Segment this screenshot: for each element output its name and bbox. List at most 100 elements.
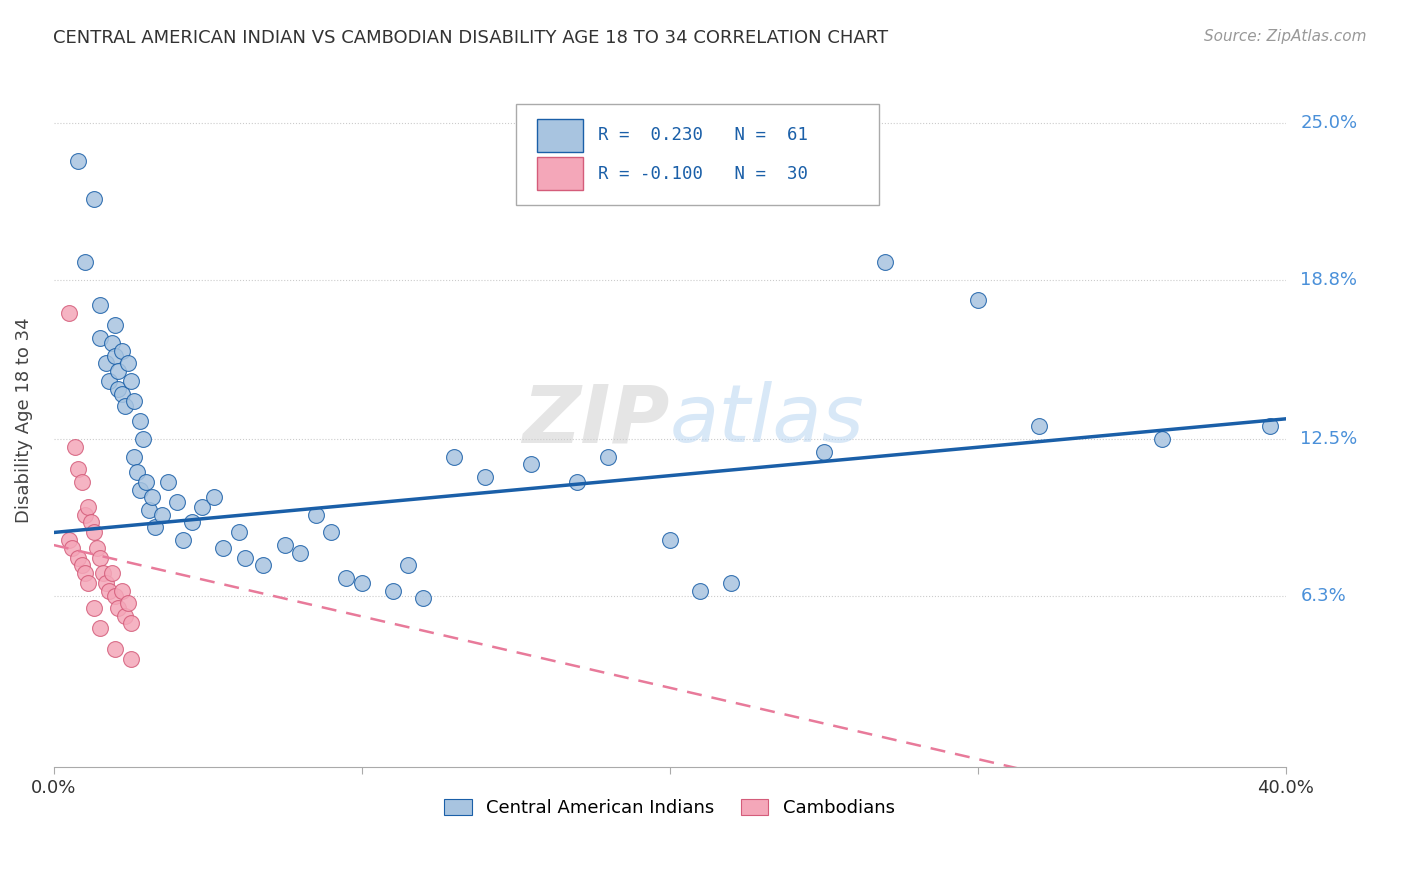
Text: R =  0.230   N =  61: R = 0.230 N = 61 [598,127,808,145]
Point [98,374,121,388]
Point [60,541,83,555]
Point [107,364,129,378]
Point [141,490,163,504]
Point [412,591,434,606]
Point [117,596,139,610]
Y-axis label: Disability Age 18 to 34: Disability Age 18 to 34 [15,318,32,523]
Point [110,386,132,401]
Point [132,432,155,446]
Point [107,601,129,615]
Point [70,475,93,489]
Point [67,550,90,565]
Point [233,550,256,565]
Point [67,154,90,169]
Point [73,566,96,580]
Point [319,525,342,540]
Point [156,475,179,489]
Point [117,356,139,370]
Point [104,641,127,656]
Point [120,651,142,665]
Point [135,475,157,489]
Point [474,470,496,484]
Point [91,566,114,580]
Point [58,533,80,547]
Point [181,516,204,530]
Point [96,576,118,591]
Text: CENTRAL AMERICAN INDIAN VS CAMBODIAN DISABILITY AGE 18 TO 34 CORRELATION CHART: CENTRAL AMERICAN INDIAN VS CAMBODIAN DIS… [53,29,889,46]
Point [335,571,357,585]
Text: 25.0%: 25.0% [1301,114,1357,133]
Point [104,318,127,333]
Point [73,508,96,522]
Point [689,583,711,598]
Legend: Central American Indians, Cambodians: Central American Indians, Cambodians [437,791,903,824]
Text: 6.3%: 6.3% [1301,587,1346,605]
FancyBboxPatch shape [516,104,879,205]
Text: Source: ZipAtlas.com: Source: ZipAtlas.com [1204,29,1367,44]
Point [1152,432,1174,446]
Point [101,566,124,580]
Point [202,490,225,504]
Point [76,576,98,591]
Point [73,255,96,269]
Point [83,601,105,615]
Point [172,533,194,547]
Point [813,444,835,458]
Point [96,356,118,370]
Point [228,525,250,540]
Point [120,616,142,631]
Point [89,298,111,312]
Point [288,546,311,560]
Point [83,192,105,206]
Point [120,374,142,388]
Point [114,608,136,623]
Text: 18.8%: 18.8% [1301,271,1357,289]
Point [98,583,121,598]
Point [101,336,124,351]
Point [520,458,543,472]
Point [443,450,465,464]
Point [129,414,152,428]
Point [212,541,235,555]
Point [350,576,373,591]
Bar [537,119,583,153]
Point [83,525,105,540]
Text: atlas: atlas [669,381,865,459]
Point [104,349,127,363]
Point [304,508,326,522]
Bar [537,157,583,190]
Text: ZIP: ZIP [522,381,669,459]
Point [110,583,132,598]
Point [252,558,274,573]
Point [89,331,111,345]
Point [138,502,160,516]
Point [107,382,129,396]
Point [396,558,419,573]
Point [114,399,136,413]
Point [274,538,297,552]
Point [720,576,742,591]
Point [1258,419,1281,434]
Point [65,440,87,454]
Point [381,583,404,598]
Point [567,475,589,489]
Point [596,450,619,464]
Text: R = -0.100   N =  30: R = -0.100 N = 30 [598,165,808,183]
Point [86,541,108,555]
Point [966,293,988,308]
Point [129,483,152,497]
Point [89,621,111,635]
Point [122,450,145,464]
Point [1028,419,1050,434]
Point [125,465,148,479]
Point [145,520,167,534]
Point [122,394,145,409]
Point [89,550,111,565]
Point [190,500,212,515]
Point [67,462,90,476]
Point [875,255,897,269]
Point [58,306,80,320]
Point [76,500,98,515]
Point [110,343,132,358]
Text: 12.5%: 12.5% [1301,430,1358,448]
